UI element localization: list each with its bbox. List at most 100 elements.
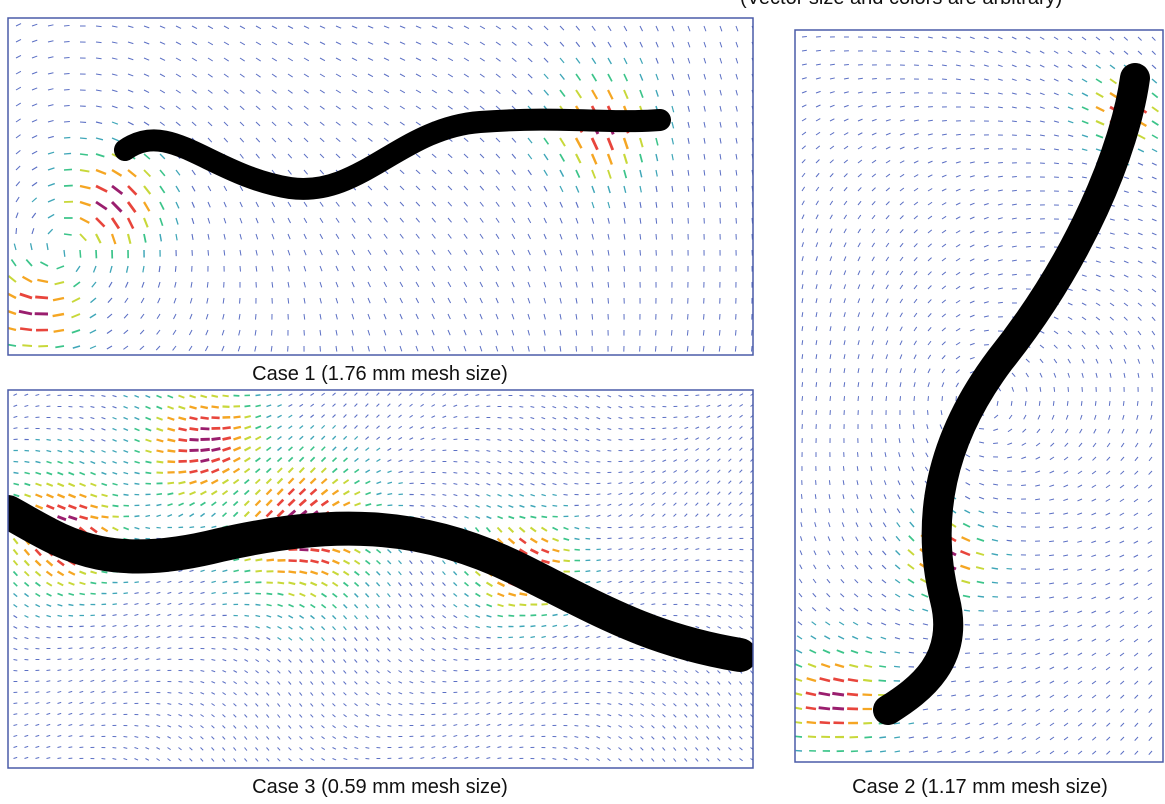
vector [866, 636, 873, 640]
vector [574, 747, 579, 750]
vector [1148, 666, 1153, 671]
vector [255, 747, 259, 751]
vector [145, 471, 152, 475]
vector [1148, 750, 1153, 756]
vector [662, 725, 666, 729]
vector [101, 657, 106, 660]
vector [321, 758, 326, 761]
vector [695, 437, 700, 440]
vector [95, 41, 102, 44]
vector [961, 579, 971, 585]
vector [277, 659, 281, 663]
vector [508, 439, 513, 442]
vector [695, 559, 700, 561]
vector [684, 502, 688, 506]
vector [244, 614, 250, 617]
vector [1063, 708, 1069, 713]
vector [123, 691, 128, 693]
vector [409, 626, 413, 630]
vector [376, 714, 381, 717]
vector [143, 57, 150, 61]
vector [825, 607, 831, 612]
vector [376, 392, 380, 396]
vector [728, 404, 733, 407]
vector [127, 57, 134, 61]
vector [662, 736, 666, 740]
vector [204, 345, 209, 352]
vector [719, 169, 722, 176]
vector [331, 457, 338, 463]
vector [629, 758, 633, 762]
vector [497, 450, 502, 453]
vector [1025, 78, 1031, 82]
vector [1053, 316, 1059, 320]
vector [829, 63, 835, 66]
vector [684, 747, 688, 751]
vector [265, 457, 272, 463]
vector [527, 201, 532, 208]
vector [913, 396, 916, 402]
vector [309, 499, 319, 507]
vector [739, 593, 744, 596]
vector [840, 564, 845, 570]
vector [639, 233, 642, 240]
vector [79, 504, 88, 510]
vector [447, 41, 454, 46]
vector [871, 118, 877, 122]
vector [618, 725, 623, 728]
vector [962, 594, 971, 598]
vector [750, 393, 753, 396]
vector [1091, 582, 1097, 586]
vector [486, 723, 491, 726]
vector [922, 608, 929, 612]
vector [552, 395, 557, 398]
vector [266, 747, 270, 751]
vector [596, 406, 601, 409]
vector [309, 456, 316, 463]
vector [139, 329, 145, 335]
vector [143, 105, 150, 110]
vector [629, 725, 633, 729]
vector [331, 570, 340, 576]
vector [1025, 217, 1031, 220]
vector [1105, 596, 1111, 600]
vector [319, 169, 325, 175]
vector [814, 522, 817, 528]
vector [243, 456, 251, 463]
vector [543, 169, 548, 176]
vector [563, 482, 568, 485]
vector [1120, 456, 1125, 462]
vector [941, 257, 947, 262]
vector [25, 259, 33, 267]
vector [1095, 316, 1101, 321]
vector [651, 536, 656, 539]
vector [495, 41, 501, 46]
vector [684, 758, 688, 762]
vector [899, 368, 902, 374]
vector [829, 131, 835, 136]
vector [519, 603, 527, 607]
vector [1119, 554, 1125, 558]
vector [927, 354, 932, 360]
vector [1007, 428, 1013, 433]
vector [801, 326, 804, 332]
vector [101, 515, 109, 519]
vector [233, 736, 237, 740]
vector [820, 662, 831, 669]
vector [442, 393, 447, 396]
vector [695, 480, 699, 484]
vector [739, 714, 743, 718]
vector [1053, 162, 1059, 165]
vector [1065, 414, 1069, 420]
vector [1150, 414, 1153, 420]
vector [189, 416, 198, 421]
vector [1120, 470, 1125, 475]
vector [543, 313, 546, 320]
vector [1023, 414, 1027, 420]
vector [79, 416, 84, 419]
vector [431, 57, 438, 62]
vector [145, 405, 151, 410]
vector [47, 213, 55, 219]
vector [596, 758, 600, 762]
vector [719, 25, 723, 32]
